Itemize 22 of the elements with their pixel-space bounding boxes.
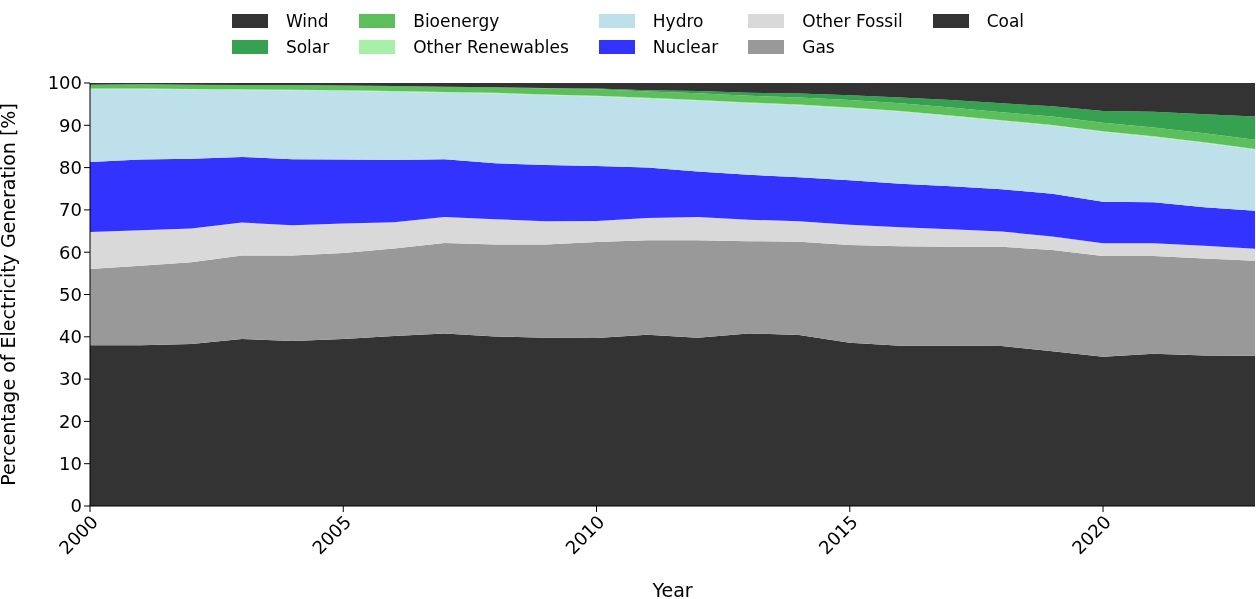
y-tick-label: 100 bbox=[47, 72, 82, 94]
y-tick-label: 10 bbox=[59, 453, 82, 475]
y-tick-label: 50 bbox=[59, 283, 82, 305]
x-axis-title: Year bbox=[651, 579, 693, 599]
y-tick-label: 20 bbox=[59, 410, 82, 432]
legend-label: Solar bbox=[285, 37, 330, 57]
legend-label: Hydro bbox=[652, 11, 704, 31]
y-tick-label: 80 bbox=[59, 156, 82, 178]
legend-label: Bioenergy bbox=[413, 11, 500, 31]
y-tick-label: 0 bbox=[70, 495, 82, 517]
y-tick-label: 30 bbox=[59, 368, 82, 390]
legend-label: Other Renewables bbox=[413, 37, 569, 57]
legend-label: Nuclear bbox=[652, 37, 719, 57]
legend-label: Other Fossil bbox=[802, 11, 903, 31]
legend-label: Gas bbox=[802, 37, 835, 57]
y-tick-label: 60 bbox=[59, 241, 82, 263]
y-tick-label: 90 bbox=[59, 114, 82, 136]
y-tick-label: 40 bbox=[59, 326, 82, 348]
legend-label: Wind bbox=[285, 11, 329, 31]
legend-label: Coal bbox=[986, 11, 1025, 31]
y-tick-label: 70 bbox=[59, 199, 82, 221]
y-axis-title: Percentage of Electricity Generation [%] bbox=[0, 103, 19, 486]
